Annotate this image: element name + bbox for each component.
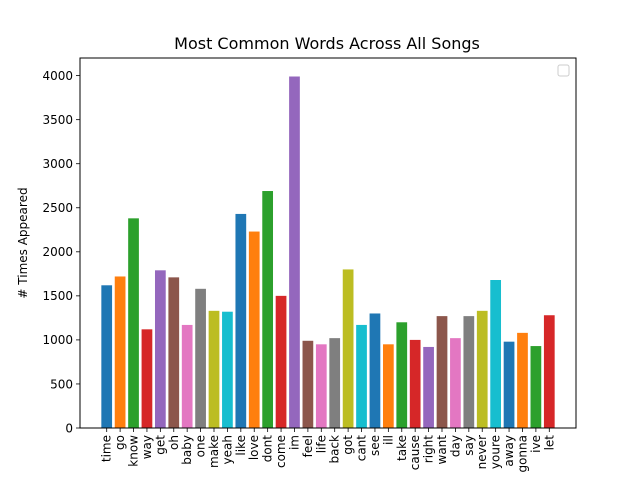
bar-want: [436, 316, 448, 428]
bar-youre: [490, 280, 502, 428]
x-tick-label-day: day: [448, 435, 462, 457]
bar-love: [248, 231, 260, 428]
y-ticks-group: 0 500 1000 1500 2000 2500 3000 3500 4000: [42, 69, 80, 435]
y-axis-label: # Times Appeared: [16, 187, 30, 298]
bar-ive: [530, 346, 542, 428]
x-tick-label-know: know: [127, 435, 141, 467]
y-tick-label: 1000: [42, 333, 73, 347]
x-tick-label-yeah: yeah: [220, 435, 234, 464]
bar-go: [114, 276, 126, 428]
x-tick-label-come: come: [274, 435, 288, 468]
bar-cause: [409, 339, 421, 428]
x-tick-label-oh: oh: [167, 435, 181, 450]
x-tick-label-ill: ill: [381, 435, 395, 445]
x-ticks-group: time go know way get oh baby one make yeah like lov…: [100, 428, 556, 473]
x-tick-label-right: right: [422, 435, 436, 463]
x-tick-label-time: time: [100, 435, 114, 462]
x-tick-label-ive: ive: [529, 435, 543, 453]
chart-title: Most Common Words Across All Songs: [174, 34, 480, 53]
x-tick-label-youre: youre: [489, 435, 503, 469]
bar-know: [128, 218, 139, 428]
y-tick-label: 0: [65, 421, 73, 435]
x-tick-label-feel: feel: [301, 435, 315, 457]
x-tick-label-life: life: [314, 435, 328, 453]
x-tick-label-let: let: [542, 435, 556, 451]
x-tick-label-get: get: [153, 435, 167, 455]
x-tick-label-go: go: [113, 435, 127, 450]
bar-life: [315, 344, 327, 428]
bar-see: [369, 313, 381, 428]
bar-gonna: [517, 332, 528, 428]
y-tick-label: 4000: [42, 69, 73, 83]
x-tick-label-cant: cant: [355, 435, 369, 462]
x-tick-label-want: want: [435, 435, 449, 465]
x-tick-label-one: one: [194, 435, 208, 457]
x-tick-label-dont: dont: [261, 435, 275, 463]
x-tick-label-love: love: [247, 435, 261, 460]
bar-feel: [302, 340, 314, 428]
x-tick-label-never: never: [475, 435, 489, 469]
bar-im: [289, 76, 300, 428]
bar-ill: [382, 344, 394, 428]
bar-day: [450, 338, 461, 428]
y-tick-label: 2000: [42, 245, 73, 259]
bar-oh: [168, 277, 180, 428]
x-tick-label-like: like: [234, 435, 248, 456]
x-tick-label-say: say: [462, 435, 476, 456]
x-tick-label-gonna: gonna: [515, 435, 529, 473]
y-tick-label: 3000: [42, 157, 73, 171]
bar-let: [543, 315, 555, 428]
bar-one: [195, 288, 206, 428]
y-tick-label: 500: [50, 377, 73, 391]
bar-take: [396, 322, 408, 428]
bar-get: [154, 270, 166, 428]
x-tick-label-got: got: [341, 435, 355, 455]
bar-say: [463, 316, 475, 428]
bar-got: [342, 269, 354, 428]
bar-away: [503, 341, 515, 428]
x-tick-label-take: take: [395, 435, 409, 461]
bar-time: [101, 285, 113, 428]
legend-box: [557, 64, 570, 77]
bar-right: [423, 346, 434, 428]
y-tick-label: 1500: [42, 289, 73, 303]
bars-group: [101, 76, 555, 428]
bar-yeah: [222, 311, 233, 428]
x-tick-label-back: back: [328, 435, 342, 464]
bar-dont: [262, 191, 274, 428]
bar-like: [235, 213, 247, 428]
x-tick-label-im: im: [287, 435, 301, 450]
x-tick-label-baby: baby: [180, 435, 194, 465]
bar-back: [329, 338, 341, 428]
bar-make: [208, 310, 220, 428]
x-tick-label-make: make: [207, 435, 221, 468]
bar-never: [476, 310, 488, 428]
plot-frame: [79, 57, 577, 429]
bar-baby: [181, 324, 193, 428]
x-tick-label-way: way: [140, 435, 154, 459]
bar-come: [275, 295, 287, 428]
bar-cant: [356, 324, 367, 428]
x-tick-label-cause: cause: [408, 435, 422, 470]
y-tick-label: 2500: [42, 201, 73, 215]
bar-way: [141, 329, 153, 428]
x-tick-label-away: away: [502, 435, 516, 467]
y-tick-label: 3500: [42, 113, 73, 127]
x-tick-label-see: see: [368, 435, 382, 456]
